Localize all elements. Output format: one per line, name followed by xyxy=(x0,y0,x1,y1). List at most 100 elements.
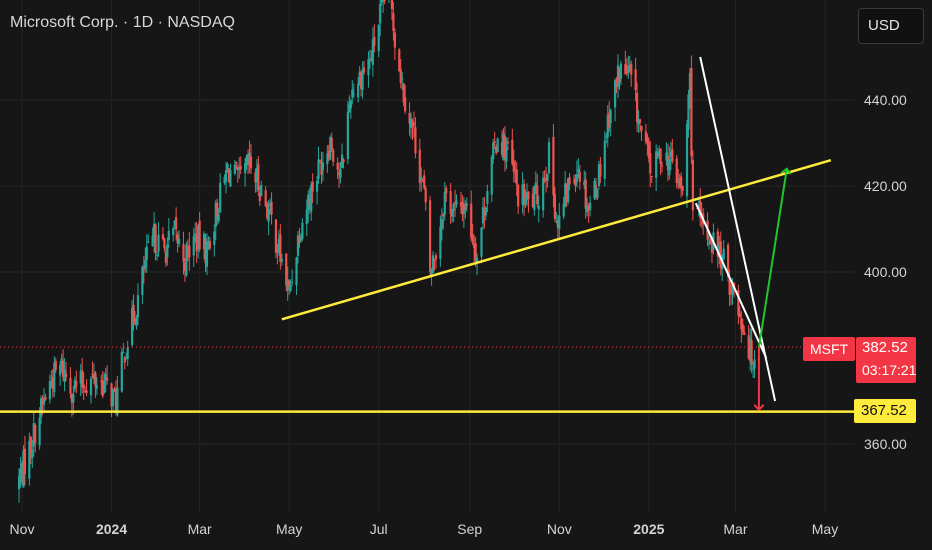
candle-265 xyxy=(562,196,565,220)
candle-body xyxy=(630,63,633,75)
candle-136 xyxy=(296,230,300,264)
candle-148 xyxy=(320,151,323,184)
candle-72 xyxy=(164,247,167,267)
candle-body xyxy=(75,381,78,387)
candle-body xyxy=(154,224,157,254)
candle-175 xyxy=(377,23,380,58)
candle-120 xyxy=(264,186,267,208)
candle-246 xyxy=(522,179,526,217)
candle-154 xyxy=(332,148,335,167)
candle-body xyxy=(101,380,104,397)
candle-182 xyxy=(390,0,394,21)
candle-body xyxy=(136,295,140,318)
candle-body xyxy=(753,359,756,369)
candle-body xyxy=(597,164,601,186)
candle-body xyxy=(544,179,548,181)
candle-36 xyxy=(91,361,94,379)
candle-body xyxy=(17,475,21,490)
candle-body xyxy=(751,368,755,370)
candle-353 xyxy=(741,318,744,335)
candle-body xyxy=(285,253,288,286)
candle-153 xyxy=(330,132,333,152)
candle-body xyxy=(295,257,298,286)
candle-358 xyxy=(751,361,755,379)
candle-body xyxy=(110,383,113,407)
candle-body xyxy=(349,100,352,109)
candle-body xyxy=(599,163,602,177)
candle-100 xyxy=(223,174,226,185)
candle-body xyxy=(729,290,733,293)
candle-body xyxy=(398,49,401,71)
candle-body xyxy=(409,118,413,128)
candle-body xyxy=(106,377,109,381)
candle-body xyxy=(41,399,44,404)
candle-322 xyxy=(678,173,681,189)
time-axis[interactable]: Nov 2024 Mar May Jul Sep Nov 2025 Mar May xyxy=(10,521,839,537)
candle-body xyxy=(59,364,62,376)
candle-body xyxy=(671,148,674,162)
candle-223 xyxy=(474,236,477,267)
candle-body xyxy=(534,182,537,187)
candle-91 xyxy=(204,233,207,273)
candle-84 xyxy=(188,232,191,271)
candle-194 xyxy=(414,117,417,159)
candle-body xyxy=(330,137,333,150)
candle-body xyxy=(177,238,181,244)
candle-body xyxy=(161,234,165,240)
candle-74 xyxy=(167,218,170,248)
candle-body xyxy=(543,177,546,182)
candle-291 xyxy=(615,77,618,94)
price-axis[interactable]: 440.00 420.00 400.00 360.00 xyxy=(864,92,907,452)
candle-body xyxy=(440,219,443,229)
candle-35 xyxy=(89,375,93,404)
candle-body xyxy=(483,207,486,217)
price-tick-label: 400.00 xyxy=(864,264,907,280)
candle-19 xyxy=(54,357,57,373)
time-tick-label: Jul xyxy=(370,521,388,537)
candle-224 xyxy=(475,253,479,276)
candle-206 xyxy=(440,208,443,241)
candle-body xyxy=(414,127,417,154)
candle-77 xyxy=(175,207,178,241)
candle-214 xyxy=(455,194,458,208)
candle-7 xyxy=(31,439,34,469)
candle-body xyxy=(144,259,147,269)
candle-body xyxy=(461,202,464,214)
candle-102 xyxy=(226,162,229,173)
candle-162 xyxy=(349,98,352,119)
candle-156 xyxy=(337,162,341,188)
candle-body xyxy=(465,203,468,206)
candle-body xyxy=(336,162,339,170)
candle-10 xyxy=(38,407,41,450)
candle-315 xyxy=(665,142,668,166)
candle-271 xyxy=(574,174,577,193)
candle-body xyxy=(609,110,612,124)
candle-body xyxy=(326,153,329,165)
candle-body xyxy=(635,92,639,123)
candle-245 xyxy=(521,172,524,214)
candle-93 xyxy=(207,236,210,250)
candle-66 xyxy=(153,212,156,253)
candle-338 xyxy=(710,236,714,264)
candle-body xyxy=(646,136,649,144)
candle-4 xyxy=(23,436,27,486)
currency-button[interactable]: USD xyxy=(858,8,924,44)
candle-body xyxy=(502,133,505,161)
candle-270 xyxy=(572,174,576,185)
candle-22 xyxy=(62,349,65,381)
candle-115 xyxy=(254,168,257,193)
candle-body xyxy=(274,219,278,253)
candle-body xyxy=(277,238,281,254)
candle-body xyxy=(584,179,587,209)
candle-body xyxy=(659,148,662,165)
candle-body xyxy=(453,203,457,205)
candle-0 xyxy=(17,468,21,503)
candle-body xyxy=(69,377,72,394)
candle-body xyxy=(352,94,355,96)
candle-70 xyxy=(161,227,165,241)
candle-184 xyxy=(393,28,396,60)
candle-body xyxy=(288,280,291,287)
candle-body xyxy=(616,65,620,88)
